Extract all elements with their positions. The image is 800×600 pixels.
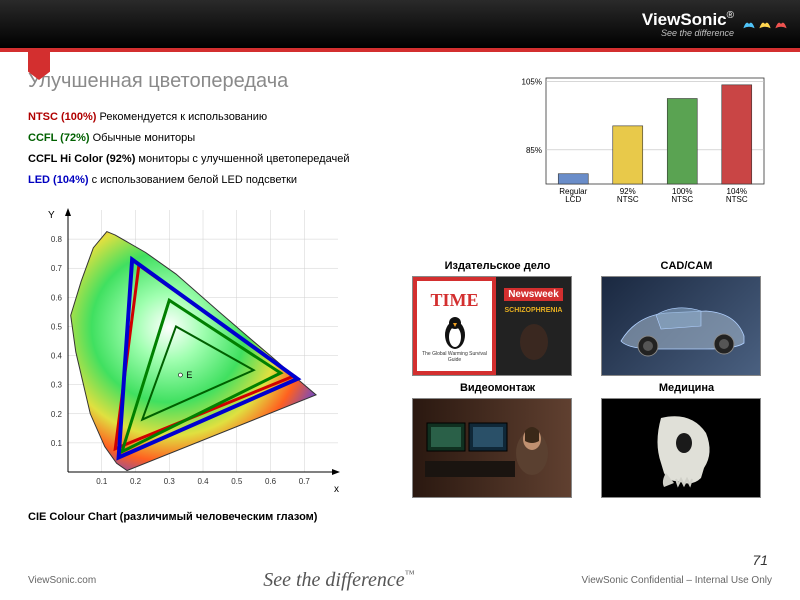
brand-logo-text: ViewSonic [642, 10, 727, 29]
footer-left: ViewSonic.com [28, 575, 96, 586]
cie-caption: CIE Colour Chart (различимый человечески… [28, 511, 368, 523]
cie-chart: 0.1 0.2 0.3 0.4 0.5 0.6 0.7 0.1 0.2 0.3 0.4 0.5 0.6 0… [28, 200, 348, 500]
svg-text:0.1: 0.1 [51, 439, 63, 448]
app-publishing-image: TIME The Global Warming Survival Guide N… [412, 276, 572, 376]
applications-grid: Издательское дело TIME The Global Warmin… [412, 260, 772, 498]
brand-tagline: See the difference [642, 29, 734, 38]
svg-text:0.7: 0.7 [51, 264, 63, 273]
app-medical-image [601, 398, 761, 498]
svg-text:0.4: 0.4 [51, 352, 63, 361]
app-medical-label: Медицина [601, 382, 772, 394]
svg-text:0.1: 0.1 [96, 477, 108, 486]
svg-text:0.2: 0.2 [130, 477, 142, 486]
svg-text:x: x [334, 484, 339, 495]
svg-text:0.8: 0.8 [51, 235, 63, 244]
svg-text:0.3: 0.3 [51, 381, 63, 390]
app-cadcam-label: CAD/CAM [601, 260, 772, 272]
footer-tagline: See the difference™ [263, 569, 414, 592]
app-cadcam: CAD/CAM [601, 260, 772, 376]
app-video-image [412, 398, 572, 498]
svg-text:Y: Y [48, 210, 55, 221]
newsweek-cover: Newsweek SCHIZOPHRENIA [496, 277, 571, 375]
svg-text:0.7: 0.7 [299, 477, 311, 486]
svg-text:LCD: LCD [565, 195, 581, 204]
face-silhouette-icon [509, 314, 559, 364]
svg-text:0.6: 0.6 [265, 477, 277, 486]
svg-text:E: E [186, 370, 192, 380]
app-publishing-label: Издательское дело [412, 260, 583, 272]
car-wireframe-icon [606, 281, 756, 371]
svg-text:0.2: 0.2 [51, 410, 63, 419]
app-publishing: Издательское дело TIME The Global Warmin… [412, 260, 583, 376]
app-video: Видеомонтаж [412, 382, 583, 498]
app-video-label: Видеомонтаж [412, 382, 583, 394]
bar-chart-block: 85%105%RegularLCD92%NTSC100%NTSC104%NTSC [510, 70, 770, 210]
svg-text:NTSC: NTSC [726, 195, 748, 204]
penguin-icon [439, 311, 471, 351]
svg-text:NTSC: NTSC [671, 195, 693, 204]
skull-xray-icon [606, 403, 756, 493]
header-bar: ViewSonic® See the difference [0, 0, 800, 48]
birds-logo-icon [742, 17, 788, 31]
svg-text:0.4: 0.4 [197, 477, 209, 486]
brand-block: ViewSonic® See the difference [642, 11, 734, 38]
footer: ViewSonic.com See the difference™ ViewSo… [28, 569, 772, 592]
ntsc-bar-chart: 85%105%RegularLCD92%NTSC100%NTSC104%NTSC [510, 70, 770, 210]
page-number: 71 [752, 552, 768, 568]
footer-right: ViewSonic Confidential – Internal Use On… [582, 575, 772, 586]
svg-text:0.3: 0.3 [164, 477, 176, 486]
time-cover: TIME The Global Warming Survival Guide [413, 277, 496, 375]
svg-text:0.6: 0.6 [51, 293, 63, 302]
svg-text:0.5: 0.5 [231, 477, 243, 486]
cie-chart-block: 0.1 0.2 0.3 0.4 0.5 0.6 0.7 0.1 0.2 0.3 0.4 0.5 0.6 0… [28, 200, 368, 523]
video-editing-icon [417, 403, 567, 493]
svg-text:85%: 85% [526, 146, 542, 155]
svg-text:NTSC: NTSC [617, 195, 639, 204]
svg-text:0.5: 0.5 [51, 322, 63, 331]
svg-text:105%: 105% [522, 77, 542, 86]
app-medical: Медицина [601, 382, 772, 498]
app-cadcam-image [601, 276, 761, 376]
